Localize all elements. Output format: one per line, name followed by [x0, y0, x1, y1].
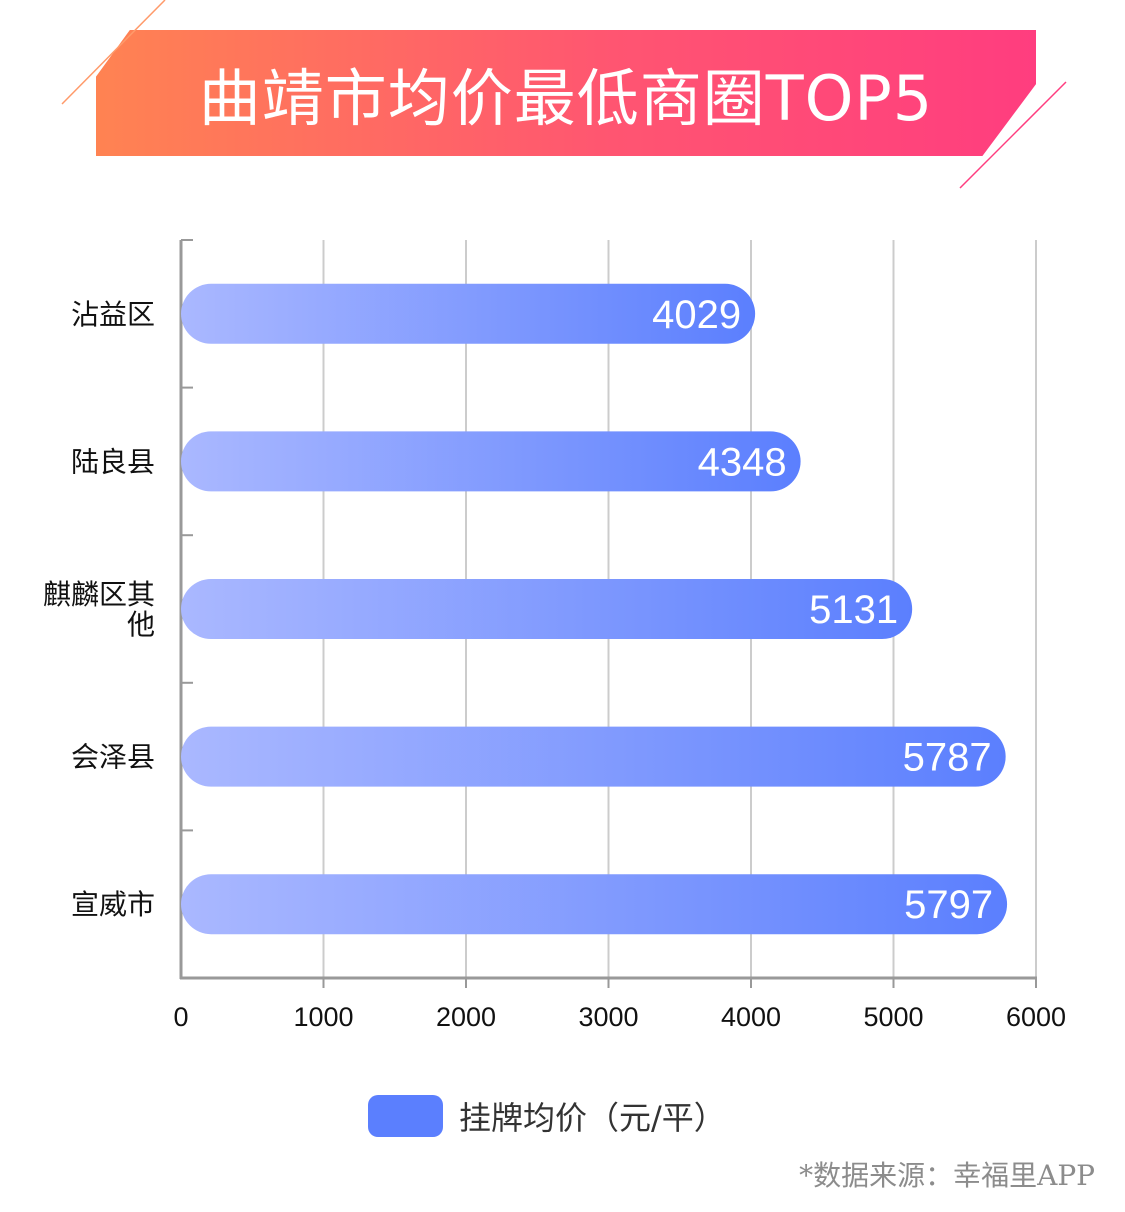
bar — [181, 283, 756, 344]
x-tick-label: 2000 — [436, 1002, 496, 1032]
bar-value-label: 4029 — [652, 293, 741, 337]
category-label-line: 会泽县 — [71, 741, 155, 774]
bar — [181, 874, 1008, 935]
x-tick-label: 5000 — [863, 1002, 923, 1032]
bar-value-label: 5131 — [809, 588, 898, 632]
x-tick-label: 3000 — [578, 1002, 638, 1032]
bar-value-label: 5787 — [903, 736, 992, 780]
category-label: 麒麟区其他 — [43, 578, 155, 641]
data-source: *数据来源：幸福里APP — [799, 1159, 1095, 1192]
category-label: 宣威市 — [71, 888, 155, 921]
title-banner — [96, 30, 1036, 156]
category-label-line: 宣威市 — [71, 888, 155, 921]
bar — [181, 431, 801, 492]
category-label-line: 麒麟区其 — [43, 578, 155, 611]
x-tick-label: 1000 — [293, 1002, 353, 1032]
legend: 挂牌均价（元/平） — [368, 1094, 726, 1138]
bar-value-label: 5797 — [904, 883, 993, 927]
category-label: 陆良县 — [71, 445, 155, 478]
category-label: 沾益区 — [71, 298, 155, 331]
bar — [181, 726, 1006, 787]
category-label-line: 沾益区 — [71, 298, 155, 331]
category-label-line: 陆良县 — [71, 445, 155, 478]
page-title: 曲靖市均价最低商圈TOP5 — [198, 62, 934, 135]
bar — [181, 579, 913, 639]
category-label: 会泽县 — [71, 741, 155, 774]
category-label-line: 他 — [127, 608, 155, 641]
x-tick-label: 4000 — [721, 1002, 781, 1032]
x-tick-label: 6000 — [1006, 1002, 1066, 1032]
x-tick-label: 0 — [173, 1002, 188, 1032]
legend-label: 挂牌均价（元/平） — [459, 1099, 726, 1137]
bar-chart: 0 1000 2000 3000 4000 5000 6000 4029 沾益区 4348 陆良县 5… — [43, 239, 1066, 1032]
bar-value-label: 4348 — [698, 440, 787, 484]
legend-swatch — [368, 1095, 443, 1137]
